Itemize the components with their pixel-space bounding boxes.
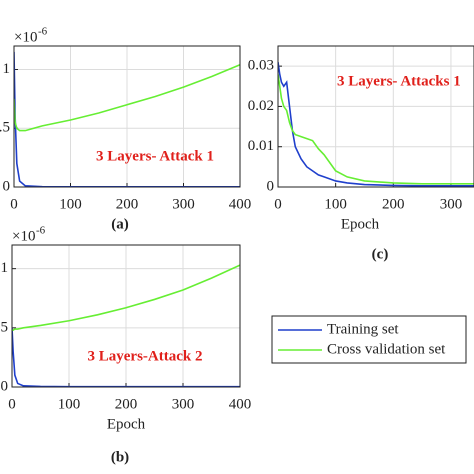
plot-area [278, 46, 474, 187]
axes-box [11, 244, 241, 388]
subplot-label: (c) [372, 246, 389, 262]
y-tick-label: 0 [3, 178, 11, 194]
data-line [278, 74, 474, 185]
x-tick-label: 400 [229, 396, 252, 412]
legend-label: Training set [327, 321, 399, 337]
subplot: 0 0.01 0.02 0.03 0 100 200 300 Epoch (c) 3 Layers-… [248, 45, 474, 262]
x-tick-label: 0 [8, 396, 16, 412]
y-tick-label: 1 [1, 260, 9, 276]
x-tick-label: 100 [59, 196, 82, 212]
subplot: 0 0.5 1 0 100 200 300 400 ×10-6 (a) 3 Layers- Atta… [0, 26, 251, 233]
y-offset-exponent: -6 [36, 225, 46, 237]
x-tick-label: 200 [116, 196, 139, 212]
x-tick-label: 200 [382, 196, 405, 212]
y-tick-label: 0.02 [248, 98, 274, 114]
x-tick-label: 0 [10, 196, 18, 212]
subplot-label: (b) [111, 449, 129, 465]
legend-box [271, 315, 467, 364]
annotation: 3 Layers- Attack 1 [96, 148, 214, 164]
x-tick-label: 0 [274, 196, 282, 212]
y-tick-label: 1 [3, 61, 11, 77]
data-line [278, 62, 474, 187]
y-tick-label: 0.01 [248, 138, 274, 154]
y-offset-text: ×10 [12, 228, 35, 244]
legend: Training set Cross validation set [271, 315, 467, 364]
y-tick-label: 0 [1, 378, 9, 394]
x-tick-label: 300 [440, 196, 463, 212]
y-tick-label: 0 [267, 178, 275, 194]
y-offset-text: ×10 [14, 29, 37, 45]
y-offset-exponent: -6 [38, 26, 48, 38]
axes-box [13, 45, 241, 188]
x-tick-label: 400 [229, 196, 252, 212]
x-tick-label: 100 [324, 196, 347, 212]
axes-box [277, 45, 474, 188]
x-tick-label: 100 [58, 396, 81, 412]
x-tick-label: 200 [115, 396, 138, 412]
legend-label: Cross validation set [327, 341, 446, 357]
x-tick-label: 300 [172, 196, 195, 212]
subplot-label: (a) [111, 216, 129, 232]
annotation: 3 Layers- Attacks 1 [337, 73, 461, 89]
annotation: 3 Layers-Attack 2 [88, 348, 203, 364]
y-tick-label: 0.03 [248, 58, 274, 74]
y-tick-label: 0.5 [0, 120, 10, 136]
data-line [14, 64, 240, 132]
y-tick-label: 0.5 [0, 319, 8, 335]
x-axis-label: Epoch [341, 216, 380, 232]
subplot: 0 0.5 1 0 100 200 300 400 ×10-6 Epoch (b) 3 Layers-… [0, 225, 251, 466]
data-line [12, 264, 240, 331]
x-axis-label: Epoch [107, 416, 146, 432]
x-tick-label: 300 [172, 396, 195, 412]
